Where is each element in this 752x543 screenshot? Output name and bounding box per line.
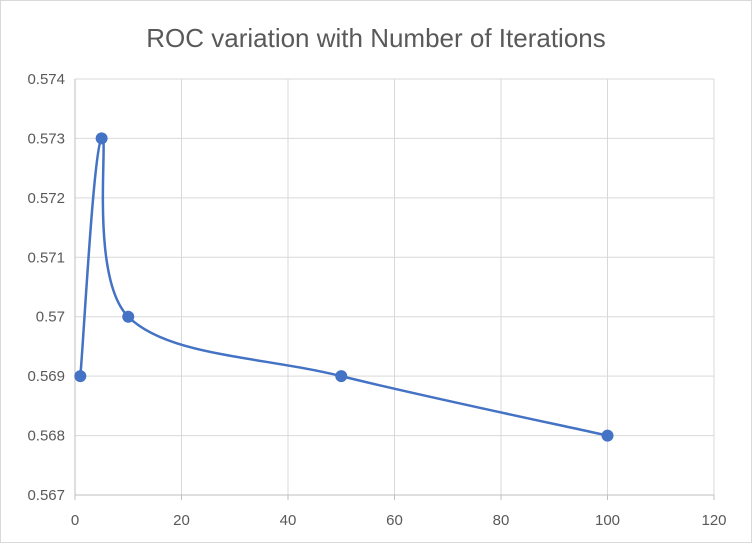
x-tick-label: 0 [71, 512, 79, 529]
axes [74, 79, 715, 500]
x-axis-ticks: 0 20 40 60 80 100 120 [71, 512, 727, 529]
data-point [74, 370, 87, 383]
roc-series [74, 132, 614, 442]
data-point [601, 429, 614, 442]
data-point [335, 370, 348, 383]
y-tick-label: 0.574 [27, 71, 65, 88]
gridlines [75, 78, 715, 495]
y-tick-label: 0.573 [27, 130, 65, 147]
y-tick-label: 0.572 [27, 190, 65, 207]
y-tick-label: 0.57 [36, 309, 65, 326]
series-line [79, 137, 608, 437]
x-tick-label: 120 [701, 512, 726, 529]
x-tick-label: 20 [173, 512, 190, 529]
data-point [95, 132, 108, 145]
y-tick-label: 0.568 [27, 428, 65, 445]
y-tick-label: 0.567 [27, 487, 65, 504]
x-tick-label: 80 [493, 512, 510, 529]
x-tick-label: 40 [280, 512, 297, 529]
x-tick-label: 60 [386, 512, 403, 529]
y-tick-label: 0.569 [27, 368, 65, 385]
data-point [122, 310, 135, 323]
chart-title: ROC variation with Number of Iterations [146, 23, 606, 53]
y-tick-label: 0.571 [27, 249, 65, 266]
x-tick-label: 100 [595, 512, 620, 529]
y-axis-ticks: 0.567 0.568 0.569 0.57 0.571 0.572 0.573 0.574 [27, 71, 65, 504]
